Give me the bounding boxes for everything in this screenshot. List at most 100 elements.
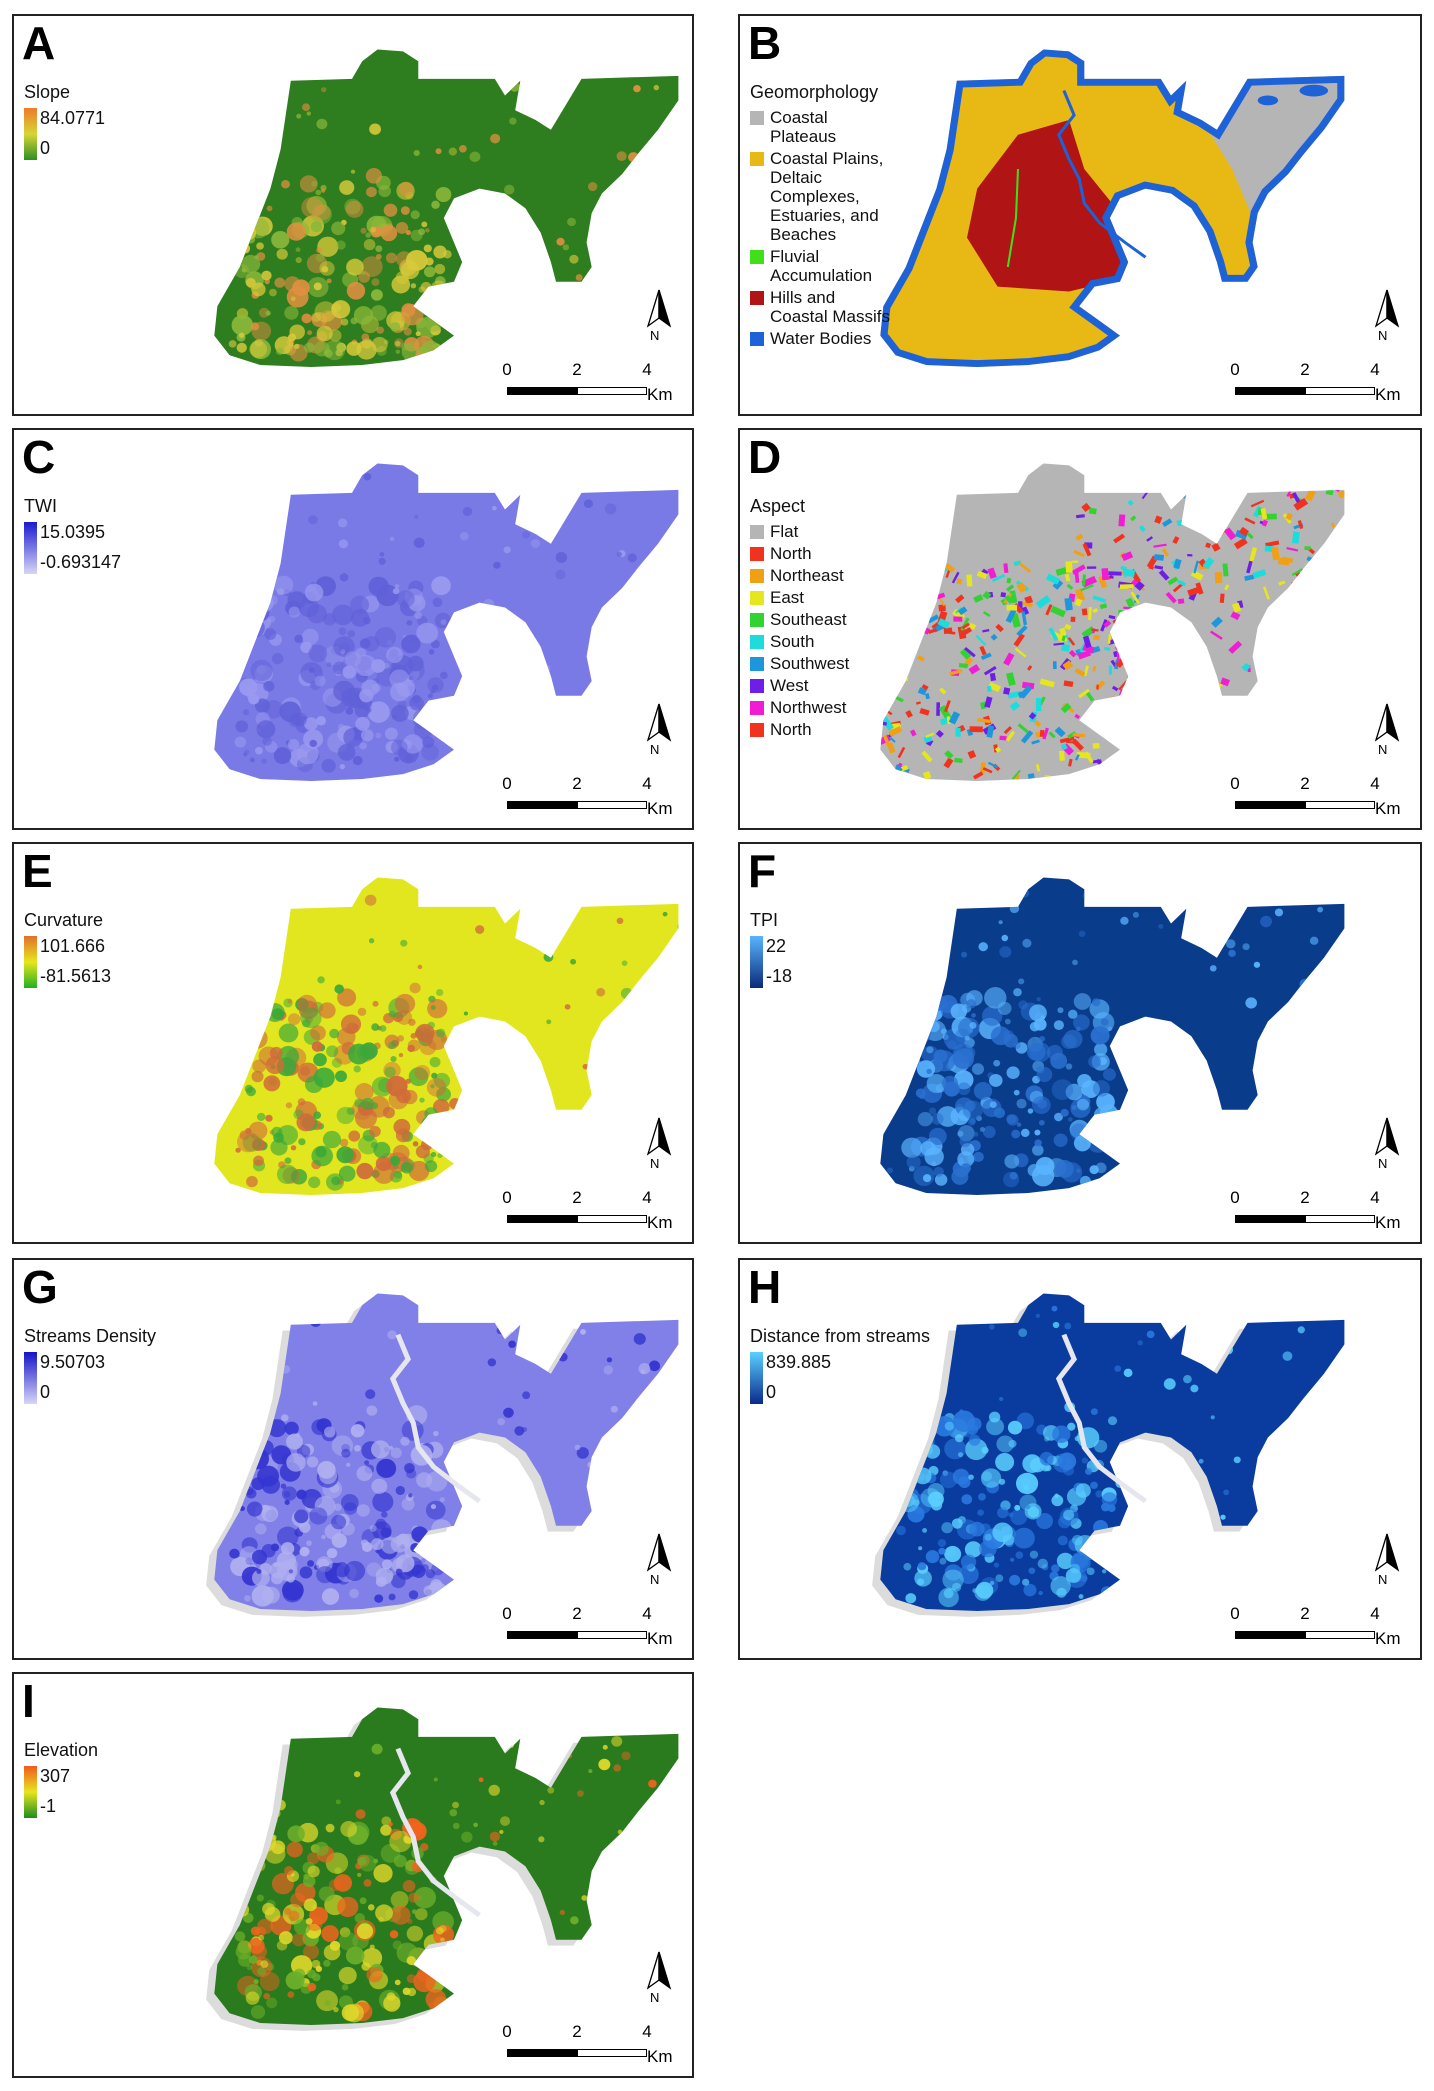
legend-item: Hills and Coastal Massifs [750,288,890,326]
north-arrow-icon: N [1372,288,1402,346]
scale-bar: 0 2 4 Km [501,360,691,406]
legend-title: Streams Density [24,1326,157,1346]
ramp-min-label: 0 [766,1382,777,1402]
legend-item: North [750,544,849,563]
legend-item: North [750,720,849,739]
scale-tick-0: 0 [1230,774,1240,793]
scale-tick-4: 4 [1370,1188,1380,1207]
ramp-min-label: -1 [40,1796,57,1816]
north-arrow-icon: N [644,1116,674,1174]
scale-segment-filled [1235,387,1305,395]
ramp-max-label: 15.0395 [40,521,106,542]
scale-segment-filled [507,387,577,395]
color-ramp-bar [24,1351,37,1404]
legend-item-label: Southeast [770,609,847,629]
legend-item-label: North [770,543,812,563]
scale-tick-2: 2 [572,774,582,793]
scale-tick-4: 4 [1370,360,1380,379]
scale-segment-empty [1305,387,1375,395]
north-arrow-icon: N [644,1950,674,2008]
legend-body: Flat North Northeast East Southeast South Sout… [750,522,849,739]
north-arrow-icon: N [644,1532,674,1590]
ramp-max-label: 839.885 [766,1351,832,1372]
scale-tick-4: 4 [1370,774,1380,793]
legend-swatch [750,151,764,166]
scale-tick-2: 2 [572,2022,582,2041]
legend-item: South [750,632,849,651]
map-panel-g: G Streams Density 9.50703 0 0 2 4 Km N [12,1258,694,1660]
scale-tick-2: 2 [572,1188,582,1207]
north-arrow-icon: N [1372,702,1402,760]
north-arrow-icon: N [644,702,674,760]
scale-unit: Km [647,1213,673,1232]
ramp-max-label: 9.50703 [40,1351,106,1372]
legend-item-label: Coastal Plains, Deltaic Complexes, Estua… [770,148,884,244]
legend-body: 101.666 -81.5613 [24,935,111,988]
panel-letter: I [22,1675,35,1727]
panel-letter: C [22,431,56,483]
scale-tick-4: 4 [642,360,652,379]
scale-segment-filled [507,801,577,809]
legend-title: Curvature [24,910,104,930]
north-arrow-icon: N [644,288,674,346]
scale-tick-0: 0 [1230,360,1240,379]
legend-swatch [750,110,764,125]
ramp-max-label: 101.666 [40,935,106,956]
color-ramp: 15.0395 -0.693147 [24,521,121,574]
legend-swatch [750,290,764,305]
legend-swatch [750,331,764,346]
north-arrow-icon: N [1372,1116,1402,1174]
scale-segment-empty [1305,1631,1375,1639]
color-ramp: 84.0771 0 [24,107,105,160]
north-label: N [1378,1572,1388,1587]
legend-item: Flat [750,522,849,541]
legend-item-label: Fluvial Accumulation [770,246,873,285]
scale-unit: Km [1375,799,1401,818]
map-legend: Slope 84.0771 0 [24,82,105,160]
legend-title: TWI [24,496,57,516]
map-legend: TPI 22 -18 [750,910,792,988]
scale-tick-4: 4 [642,2022,652,2041]
map-panel-f: F TPI 22 -18 0 2 4 Km N [738,842,1422,1244]
scale-segment-empty [577,387,647,395]
map-legend: Curvature 101.666 -81.5613 [24,910,111,988]
legend-swatch [750,722,764,737]
panel-letter: F [748,845,777,897]
legend-body: 84.0771 0 [24,107,105,160]
map-legend: Elevation 307 -1 [24,1740,98,1818]
north-label: N [650,328,660,343]
legend-item-label: East [770,587,805,607]
legend-item: West [750,676,849,695]
legend-swatch [750,590,764,605]
color-ramp-bar [750,1351,763,1404]
scale-tick-0: 0 [502,1604,512,1623]
color-ramp: 9.50703 0 [24,1351,156,1404]
scale-segment-filled [1235,1631,1305,1639]
legend-item: Coastal Plains, Deltaic Complexes, Estua… [750,149,890,244]
scale-unit: Km [1375,1629,1401,1648]
scale-tick-4: 4 [642,1604,652,1623]
scale-tick-2: 2 [572,360,582,379]
north-label: N [1378,1156,1388,1171]
ramp-max-label: 307 [40,1765,71,1786]
map-panel-e: E Curvature 101.666 -81.5613 0 2 4 Km N [12,842,694,1244]
color-ramp-bar [24,107,37,160]
study-area-map [214,49,679,367]
legend-title: Geomorphology [750,82,879,102]
scale-bar: 0 2 4 Km [1229,1604,1419,1650]
ramp-max-label: 22 [766,935,787,956]
scale-segment-empty [1305,801,1375,809]
legend-title: TPI [750,910,779,930]
scale-bar: 0 2 4 Km [501,1604,691,1650]
color-ramp-bar [24,521,37,574]
ramp-min-label: 0 [40,138,51,158]
legend-swatch [750,249,764,264]
legend-body: Coastal Plateaus Coastal Plains, Deltaic … [750,108,890,348]
scale-tick-0: 0 [502,774,512,793]
scale-segment-filled [1235,801,1305,809]
study-area-map [880,463,1345,781]
panel-letter: H [748,1261,782,1313]
scale-bar: 0 2 4 Km [501,1188,691,1234]
scale-tick-2: 2 [572,1604,582,1623]
map-panel-i: I Elevation 307 -1 0 2 4 Km N [12,1672,694,2078]
